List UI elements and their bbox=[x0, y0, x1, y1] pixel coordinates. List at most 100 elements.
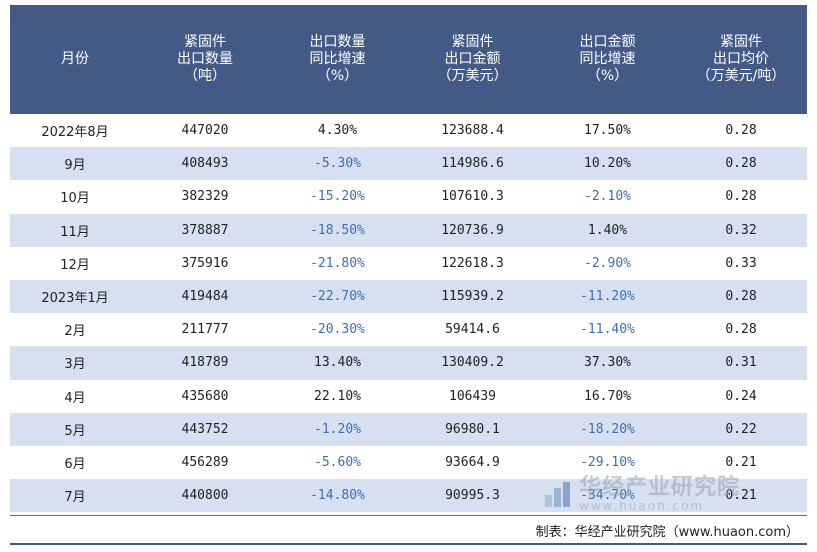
cell-quantity: 378887 bbox=[140, 213, 270, 247]
table-row: 11月 378887 -18.50% 120736.9 1.40% 0.32 bbox=[10, 213, 807, 247]
cell-amount-yoy: 17.50% bbox=[540, 114, 675, 148]
cell-amount: 107610.3 bbox=[405, 180, 540, 214]
cell-month: 7月 bbox=[10, 479, 140, 513]
header-month: 月份 bbox=[10, 5, 140, 114]
header-price: 紧固件 出口均价 （万美元/吨） bbox=[675, 5, 807, 114]
cell-price: 0.31 bbox=[675, 346, 807, 380]
header-line: （万美元/吨） bbox=[696, 68, 786, 84]
cell-quantity-yoy: -14.80% bbox=[270, 479, 405, 513]
table-row: 2022年8月 447020 4.30% 123688.4 17.50% 0.28 bbox=[10, 114, 807, 148]
header-line: 紧固件 bbox=[451, 34, 494, 50]
cell-price: 0.33 bbox=[675, 246, 807, 280]
cell-quantity: 440800 bbox=[140, 479, 270, 513]
cell-quantity-yoy: -1.20% bbox=[270, 412, 405, 446]
header-line: （吨） bbox=[184, 68, 226, 84]
cell-quantity: 418789 bbox=[140, 346, 270, 380]
table-row: 2023年1月 419484 -22.70% 115939.2 -11.20% 0.28 bbox=[10, 279, 807, 314]
cell-quantity-yoy: -5.30% bbox=[270, 147, 405, 181]
cell-amount: 130409.2 bbox=[405, 346, 540, 380]
cell-amount-yoy: -29.10% bbox=[540, 445, 675, 480]
cell-quantity: 382329 bbox=[140, 180, 270, 214]
header-amount: 紧固件 出口金额 （万美元） bbox=[405, 5, 540, 114]
cell-amount: 114986.6 bbox=[405, 147, 540, 181]
cell-amount: 120736.9 bbox=[405, 213, 540, 247]
cell-price: 0.21 bbox=[675, 445, 807, 480]
header-quantity-yoy: 出口数量 同比增速 （%） bbox=[270, 5, 405, 114]
cell-amount-yoy: 10.20% bbox=[540, 147, 675, 181]
header-row: 月份 紧固件 出口数量 （吨） 出口数量 同比增速 （%） 紧固件 出口金额 （… bbox=[10, 5, 807, 114]
cell-amount-yoy: 37.30% bbox=[540, 346, 675, 380]
cell-price: 0.28 bbox=[675, 180, 807, 214]
cell-amount-yoy: -2.10% bbox=[540, 180, 675, 214]
cell-amount-yoy: -11.40% bbox=[540, 313, 675, 347]
data-table-frame: 月份 紧固件 出口数量 （吨） 出口数量 同比增速 （%） 紧固件 出口金额 （… bbox=[10, 5, 807, 545]
header-month-line1: 月份 bbox=[61, 51, 89, 67]
header-amount-yoy: 出口金额 同比增速 （%） bbox=[540, 5, 675, 114]
cell-quantity-yoy: -15.20% bbox=[270, 180, 405, 214]
header-line: （%） bbox=[316, 68, 359, 84]
header-line: 出口金额 bbox=[579, 34, 636, 50]
cell-month: 5月 bbox=[10, 412, 140, 446]
header-line: 紧固件 bbox=[720, 34, 762, 50]
cell-price: 0.21 bbox=[675, 479, 807, 513]
cell-amount-yoy: -2.90% bbox=[540, 246, 675, 280]
cell-amount-yoy: -34.70% bbox=[540, 479, 675, 513]
cell-month: 6月 bbox=[10, 445, 140, 480]
cell-quantity-yoy: 13.40% bbox=[270, 346, 405, 380]
cell-month: 2022年8月 bbox=[10, 114, 140, 148]
cell-amount: 122618.3 bbox=[405, 246, 540, 280]
cell-amount-yoy: 1.40% bbox=[540, 213, 675, 247]
cell-amount: 123688.4 bbox=[405, 114, 540, 148]
cell-month: 2023年1月 bbox=[10, 279, 140, 314]
cell-quantity: 419484 bbox=[140, 279, 270, 314]
header-quantity: 紧固件 出口数量 （吨） bbox=[140, 5, 270, 114]
cell-amount: 93664.9 bbox=[405, 445, 540, 480]
header-line: （%） bbox=[586, 68, 629, 84]
header-line: （万美元） bbox=[437, 68, 508, 84]
cell-amount: 59414.6 bbox=[405, 313, 540, 347]
cell-quantity: 435680 bbox=[140, 379, 270, 413]
export-table: 月份 紧固件 出口数量 （吨） 出口数量 同比增速 （%） 紧固件 出口金额 （… bbox=[10, 5, 807, 513]
cell-price: 0.32 bbox=[675, 213, 807, 247]
cell-price: 0.28 bbox=[675, 279, 807, 314]
cell-price: 0.22 bbox=[675, 412, 807, 446]
table-row: 3月 418789 13.40% 130409.2 37.30% 0.31 bbox=[10, 346, 807, 380]
cell-month: 2月 bbox=[10, 313, 140, 347]
cell-price: 0.28 bbox=[675, 313, 807, 347]
cell-quantity-yoy: -22.70% bbox=[270, 279, 405, 314]
cell-amount-yoy: -11.20% bbox=[540, 279, 675, 314]
cell-amount: 115939.2 bbox=[405, 279, 540, 314]
header-line: 出口数量 bbox=[309, 34, 366, 50]
cell-price: 0.24 bbox=[675, 379, 807, 413]
table-row: 5月 443752 -1.20% 96980.1 -18.20% 0.22 bbox=[10, 412, 807, 446]
cell-price: 0.28 bbox=[675, 147, 807, 181]
table-row: 12月 375916 -21.80% 122618.3 -2.90% 0.33 bbox=[10, 246, 807, 280]
table-body: 2022年8月 447020 4.30% 123688.4 17.50% 0.28 9月 40… bbox=[10, 114, 807, 513]
cell-amount: 90995.3 bbox=[405, 479, 540, 513]
cell-quantity-yoy: -5.60% bbox=[270, 445, 405, 480]
source-note: 制表：华经产业研究院（www.huaon.com） bbox=[535, 525, 799, 540]
cell-amount-yoy: -18.20% bbox=[540, 412, 675, 446]
table-row: 2月 211777 -20.30% 59414.6 -11.40% 0.28 bbox=[10, 313, 807, 347]
cell-quantity-yoy: 4.30% bbox=[270, 114, 405, 148]
header-line: 同比增速 bbox=[579, 51, 636, 67]
cell-quantity: 408493 bbox=[140, 147, 270, 181]
cell-month: 3月 bbox=[10, 346, 140, 380]
cell-quantity: 211777 bbox=[140, 313, 270, 347]
cell-month: 9月 bbox=[10, 147, 140, 181]
cell-quantity: 443752 bbox=[140, 412, 270, 446]
cell-quantity-yoy: -20.30% bbox=[270, 313, 405, 347]
table-row: 4月 435680 22.10% 106439 16.70% 0.24 bbox=[10, 379, 807, 413]
cell-quantity: 375916 bbox=[140, 246, 270, 280]
table-row: 6月 456289 -5.60% 93664.9 -29.10% 0.21 bbox=[10, 445, 807, 480]
cell-month: 4月 bbox=[10, 379, 140, 413]
cell-quantity: 447020 bbox=[140, 114, 270, 148]
table-footer: 制表：华经产业研究院（www.huaon.com） bbox=[10, 515, 807, 545]
cell-amount-yoy: 16.70% bbox=[540, 379, 675, 413]
header-line: 同比增速 bbox=[309, 51, 366, 67]
cell-amount: 96980.1 bbox=[405, 412, 540, 446]
table-row: 10月 382329 -15.20% 107610.3 -2.10% 0.28 bbox=[10, 180, 807, 214]
cell-month: 12月 bbox=[10, 246, 140, 280]
table-row: 9月 408493 -5.30% 114986.6 10.20% 0.28 bbox=[10, 147, 807, 181]
cell-month: 11月 bbox=[10, 213, 140, 247]
